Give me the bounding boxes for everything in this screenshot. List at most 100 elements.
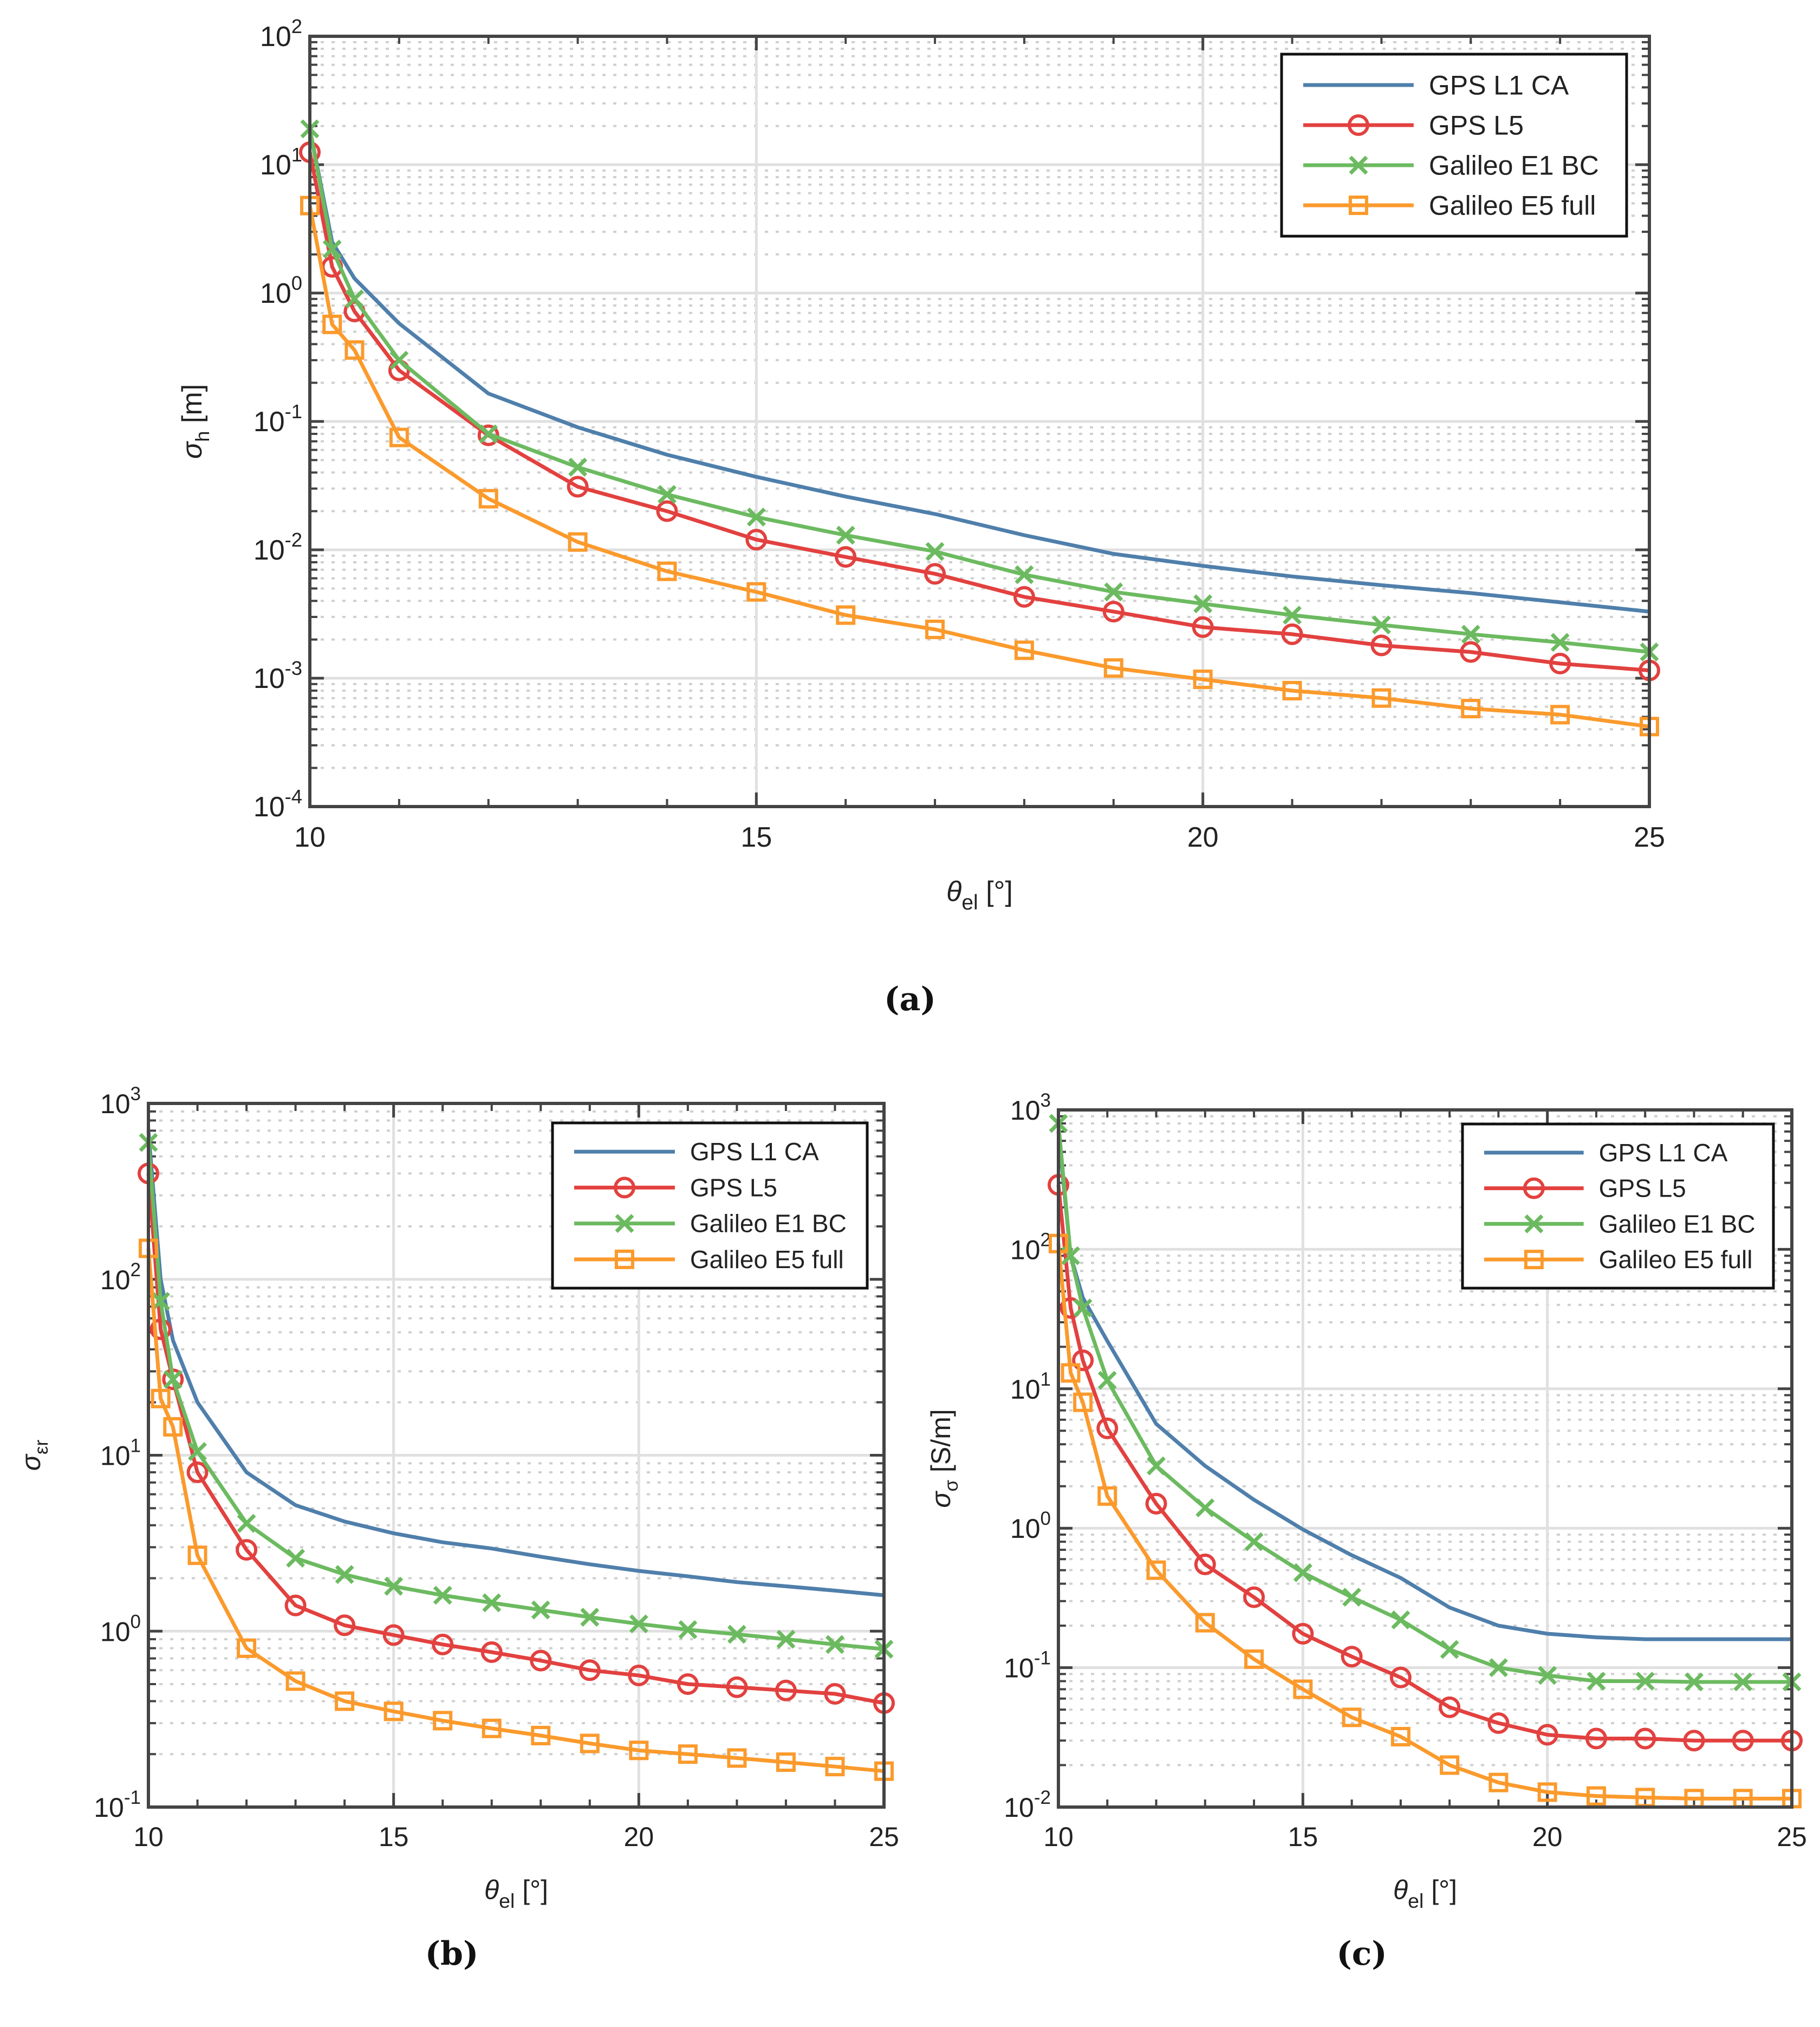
data-point-marker	[578, 1659, 601, 1681]
data-point-marker	[1243, 1586, 1265, 1608]
data-point-marker	[382, 1624, 405, 1646]
x-tick-label: 20	[1532, 1822, 1563, 1852]
y-tick-base: 10	[253, 663, 285, 694]
axes-box	[147, 1102, 886, 1809]
y-tick-base: 10	[100, 1616, 131, 1647]
series-line	[146, 1142, 885, 1651]
data-point-marker	[1635, 1672, 1655, 1691]
data-point-marker	[163, 1369, 183, 1389]
y-tick-base: 10	[253, 791, 285, 823]
data-point-marker	[1684, 1672, 1704, 1692]
data-point-marker	[775, 1679, 797, 1701]
y-tick-exponent: 0	[131, 1611, 141, 1632]
legend-entry: Galileo E5 full	[1484, 1245, 1753, 1274]
data-point-marker	[530, 1649, 552, 1672]
data-point-marker	[677, 1673, 699, 1695]
data-point-marker	[657, 561, 677, 581]
data-point-marker	[1733, 1672, 1753, 1692]
data-point-marker	[1097, 1486, 1117, 1506]
data-point-marker	[580, 1608, 600, 1627]
y-tick-label: 10-2	[1004, 1787, 1051, 1823]
data-point-marker	[1732, 1730, 1754, 1752]
data-point-marker	[237, 1638, 257, 1658]
legend-label: GPS L5	[690, 1173, 777, 1201]
y-label-unit: [m]	[177, 384, 208, 431]
data-point-marker	[1549, 652, 1571, 674]
x-tick-label: 10	[294, 822, 326, 853]
x-label-subscript: el	[499, 1889, 515, 1912]
data-point-marker	[1194, 1554, 1216, 1576]
data-point-marker	[824, 1683, 846, 1705]
data-point-marker	[186, 1461, 209, 1483]
legend-entry: Galileo E1 BC	[1303, 151, 1599, 181]
data-point-marker	[237, 1513, 256, 1533]
series-line	[308, 128, 1650, 614]
data-point-marker	[531, 1600, 550, 1620]
data-point-marker	[1372, 688, 1392, 708]
y-tick-exponent: 1	[131, 1435, 141, 1457]
y-tick-base: 10	[1010, 1095, 1041, 1126]
data-point-marker	[1102, 601, 1124, 623]
y-tick-exponent: -1	[124, 1787, 141, 1808]
data-point-marker	[629, 1740, 649, 1760]
data-point-marker	[1281, 623, 1303, 645]
x-axis-label: θel [°]	[484, 1875, 548, 1912]
legend-entry: GPS L1 CA	[1484, 1139, 1728, 1167]
y-tick-base: 10	[1004, 1792, 1034, 1823]
y-tick-label: 100	[100, 1611, 141, 1647]
y-label-subscript: h	[191, 431, 213, 442]
y-tick-label: 10-1	[94, 1787, 141, 1823]
legend-marker	[1347, 114, 1369, 136]
data-point-marker	[477, 424, 499, 446]
data-point-marker	[1073, 1392, 1093, 1412]
data-point-marker	[1440, 1640, 1459, 1659]
data-point-marker	[924, 563, 946, 585]
x-tick-label: 10	[133, 1822, 164, 1852]
data-point-marker	[925, 542, 945, 561]
y-tick-label: 100	[260, 272, 302, 309]
caption-b: (b)	[425, 1935, 479, 1973]
series-gps-l1-ca	[308, 128, 1650, 614]
data-point-marker	[1244, 1649, 1264, 1669]
y-tick-exponent: -1	[1034, 1648, 1051, 1669]
data-point-marker	[1096, 1417, 1119, 1439]
data-point-marker	[335, 1565, 354, 1584]
legend-marker	[1348, 196, 1368, 215]
data-point-marker	[1244, 1532, 1264, 1551]
data-point-marker	[478, 489, 498, 509]
y-axis-label: σεr	[16, 1439, 52, 1471]
data-point-marker	[629, 1614, 648, 1634]
series-line	[1056, 1131, 1792, 1641]
x-label-subscript: el	[1408, 1889, 1424, 1912]
y-tick-exponent: -2	[285, 529, 302, 551]
data-point-marker	[1586, 1786, 1606, 1806]
data-point-marker	[1073, 1298, 1093, 1318]
legend-label: Galileo E1 BC	[1429, 151, 1599, 181]
data-point-marker	[344, 340, 365, 360]
data-point-marker	[334, 1614, 356, 1636]
y-tick-label: 103	[1010, 1090, 1051, 1126]
y-label-symbol: σ	[16, 1453, 46, 1471]
data-point-marker	[286, 1549, 306, 1568]
data-point-marker	[1536, 1724, 1558, 1746]
x-axis-label: θel [°]	[946, 876, 1013, 914]
x-axis-label: θel [°]	[1393, 1875, 1457, 1912]
legend-label: Galileo E5 full	[690, 1245, 844, 1274]
y-tick-base: 10	[100, 1265, 131, 1295]
data-point-marker	[151, 1388, 171, 1408]
caption-c: (c)	[1336, 1935, 1387, 1973]
y-tick-exponent: -2	[1034, 1787, 1051, 1808]
data-point-marker	[1550, 633, 1570, 652]
data-point-marker	[1585, 1727, 1607, 1750]
legend-marker	[613, 1177, 635, 1199]
y-tick-base: 10	[100, 1441, 131, 1471]
data-point-marker	[384, 1701, 404, 1721]
series-gps-l1-ca	[146, 1131, 885, 1597]
data-point-marker	[151, 1291, 171, 1311]
legend-entry: GPS L5	[1484, 1174, 1686, 1203]
data-point-marker	[1072, 1349, 1094, 1372]
data-point-marker	[482, 1718, 502, 1738]
series-line	[146, 1131, 885, 1597]
